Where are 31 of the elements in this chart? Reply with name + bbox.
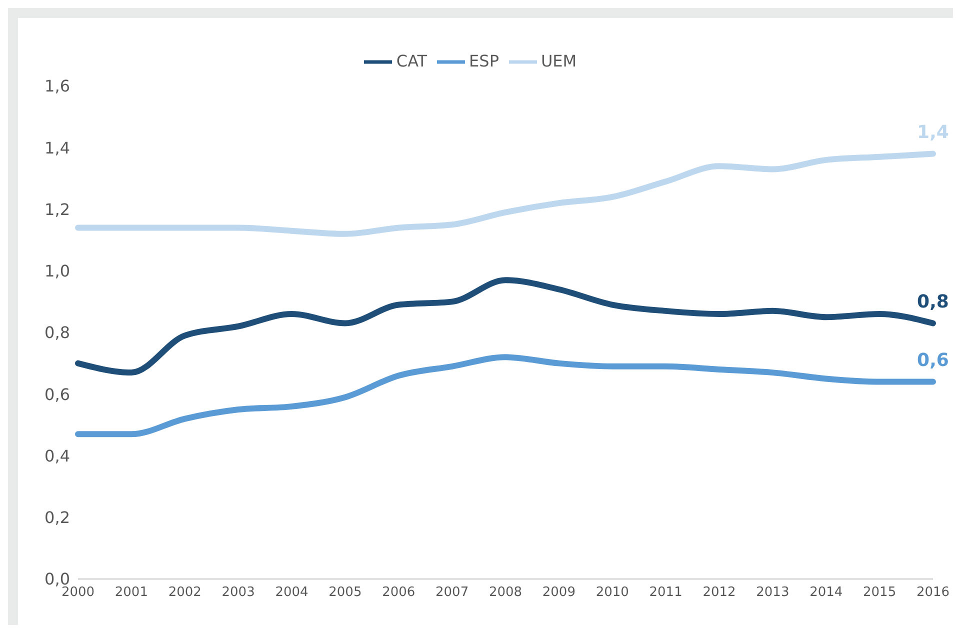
legend-label: UEM: [540, 51, 577, 70]
x-tick-label: 2012: [702, 585, 736, 600]
x-tick-label: 2002: [168, 585, 202, 600]
x-tick-label: 2000: [61, 585, 95, 600]
y-tick-label: 1,4: [44, 138, 70, 158]
y-tick-label: 0,4: [44, 446, 70, 466]
x-tick-label: 2003: [222, 585, 255, 600]
x-tick-label: 2009: [542, 585, 576, 600]
y-tick-label: 0,2: [44, 508, 70, 528]
y-tick-label: 1,0: [44, 262, 70, 281]
x-tick-label: 2006: [382, 585, 416, 600]
x-tick-label: 2010: [596, 585, 629, 600]
x-tick-label: 2001: [114, 585, 148, 600]
x-tick-label: 2008: [488, 585, 522, 600]
x-tick-label: 2016: [916, 585, 950, 600]
y-tick-label: 1,2: [44, 200, 70, 219]
data-label: 0,6: [917, 350, 949, 371]
y-tick-label: 0,8: [44, 323, 70, 342]
x-tick-label: 2007: [436, 585, 469, 600]
x-tick-label: 2004: [275, 585, 308, 600]
y-tick-label: 1,6: [44, 76, 70, 96]
legend-label: ESP: [469, 51, 499, 70]
data-label: 0,8: [917, 291, 949, 312]
x-tick-label: 2011: [649, 585, 682, 600]
x-tick-label: 2005: [328, 585, 362, 600]
x-tick-label: 2014: [810, 585, 843, 600]
data-label: 1,4: [917, 122, 949, 143]
legend-label: CAT: [396, 51, 428, 70]
x-tick-label: 2013: [756, 585, 790, 600]
y-tick-label: 0,6: [44, 384, 70, 404]
x-tick-label: 2015: [863, 585, 896, 600]
